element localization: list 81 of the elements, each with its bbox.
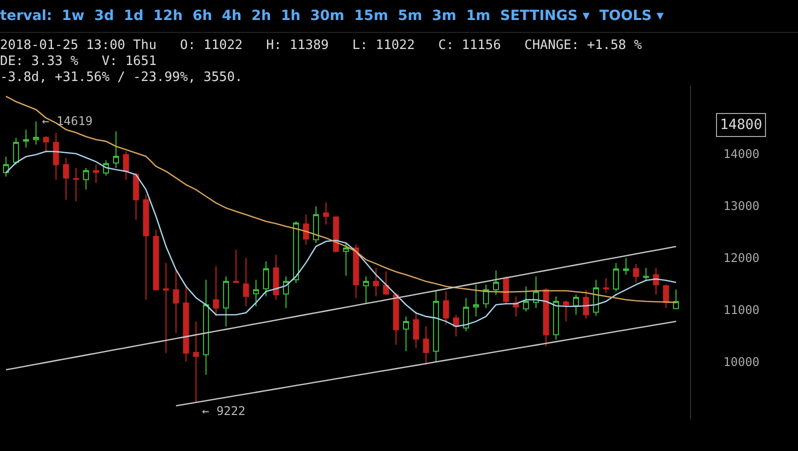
chart-title: 2018-01-25 13:00 Thu O: 11022 H: 11389 L: 11022 C: 11156 CHANGE: +1.58 % <box>0 38 642 54</box>
candlestick <box>383 270 389 296</box>
candlestick <box>313 206 319 244</box>
candlestick <box>463 298 469 332</box>
candlestick <box>553 296 559 340</box>
candlestick <box>343 242 349 276</box>
candlestick <box>113 130 119 168</box>
candlestick <box>353 244 359 299</box>
candlestick <box>643 268 649 282</box>
candlestick <box>143 194 149 300</box>
candlestick <box>23 129 29 148</box>
candlestick <box>73 167 79 202</box>
candlestick <box>493 270 499 296</box>
candlestick <box>53 132 59 180</box>
candlestick <box>633 264 639 283</box>
candlestick <box>203 279 209 376</box>
candlestick <box>63 157 69 200</box>
y-tick-label: 10000 <box>723 354 760 369</box>
text: -3.8d, +31.56% / -23.99%, 3550. <box>0 70 244 86</box>
candlestick <box>33 120 39 146</box>
candlestick <box>83 167 89 190</box>
candlestick <box>653 268 659 296</box>
candlestick <box>323 202 329 226</box>
candlestick <box>543 288 549 347</box>
candlestick <box>613 262 619 292</box>
candlestick <box>663 284 669 309</box>
text: 14800 <box>720 117 762 133</box>
candlestick <box>503 276 509 306</box>
candlestick <box>333 216 339 253</box>
candlestick <box>123 150 129 180</box>
candlestick <box>623 258 629 276</box>
candlestick <box>283 276 289 309</box>
candlestick <box>193 320 199 403</box>
line-series <box>5 96 677 304</box>
annotation: ← 14619 <box>42 114 93 128</box>
line-series <box>5 246 677 370</box>
candlestick <box>213 266 219 317</box>
candlestick <box>523 286 529 312</box>
candlestick <box>603 278 609 294</box>
candlestick <box>533 276 539 309</box>
annotation: ← 9222 <box>202 404 246 418</box>
candlestick <box>403 316 409 352</box>
candlestick <box>413 310 419 348</box>
candlestick <box>373 268 379 297</box>
candlestick <box>303 214 309 246</box>
candlestick <box>233 249 239 284</box>
candlestick <box>43 136 49 154</box>
chart-subtitle: DE: 3.33 % V: 1651 <box>0 54 158 70</box>
candlestick <box>363 276 369 304</box>
candlestick <box>13 137 19 166</box>
candlestick <box>183 284 189 362</box>
candlestick <box>433 290 439 362</box>
candlestick <box>93 164 99 184</box>
y-tick-label: 11000 <box>723 302 760 317</box>
y-tick-label: 13000 <box>723 198 760 213</box>
candlestick <box>223 276 229 327</box>
candlestick <box>173 269 179 334</box>
line-series <box>5 150 677 328</box>
candlestick <box>583 289 589 320</box>
candlestick <box>163 262 169 354</box>
candlestick <box>293 220 299 284</box>
y-tick-label: 14000 <box>723 146 760 161</box>
candlestick <box>253 279 259 307</box>
candlestick <box>3 156 9 178</box>
candlestick <box>423 326 429 366</box>
text: terval: 1w 3d 1d 12h 6h 4h 2h 1h 30m 15m 5m 3m 1m SETTINGS ▾ TOOLS ▾ <box>0 0 798 33</box>
candlestick <box>243 257 249 307</box>
candlestick <box>573 294 579 316</box>
candlestick <box>483 284 489 309</box>
candlestick <box>453 314 459 337</box>
candlestick <box>473 284 479 317</box>
line-series <box>175 320 677 406</box>
candlestick <box>273 254 279 300</box>
candlestick <box>673 288 679 310</box>
candlestick <box>153 229 159 290</box>
candlestick <box>563 300 569 322</box>
candlestick <box>263 260 269 297</box>
candlestick <box>393 292 399 346</box>
candlestick <box>133 172 139 220</box>
candlestick <box>443 290 449 326</box>
y-tick-label: 12000 <box>723 250 760 265</box>
